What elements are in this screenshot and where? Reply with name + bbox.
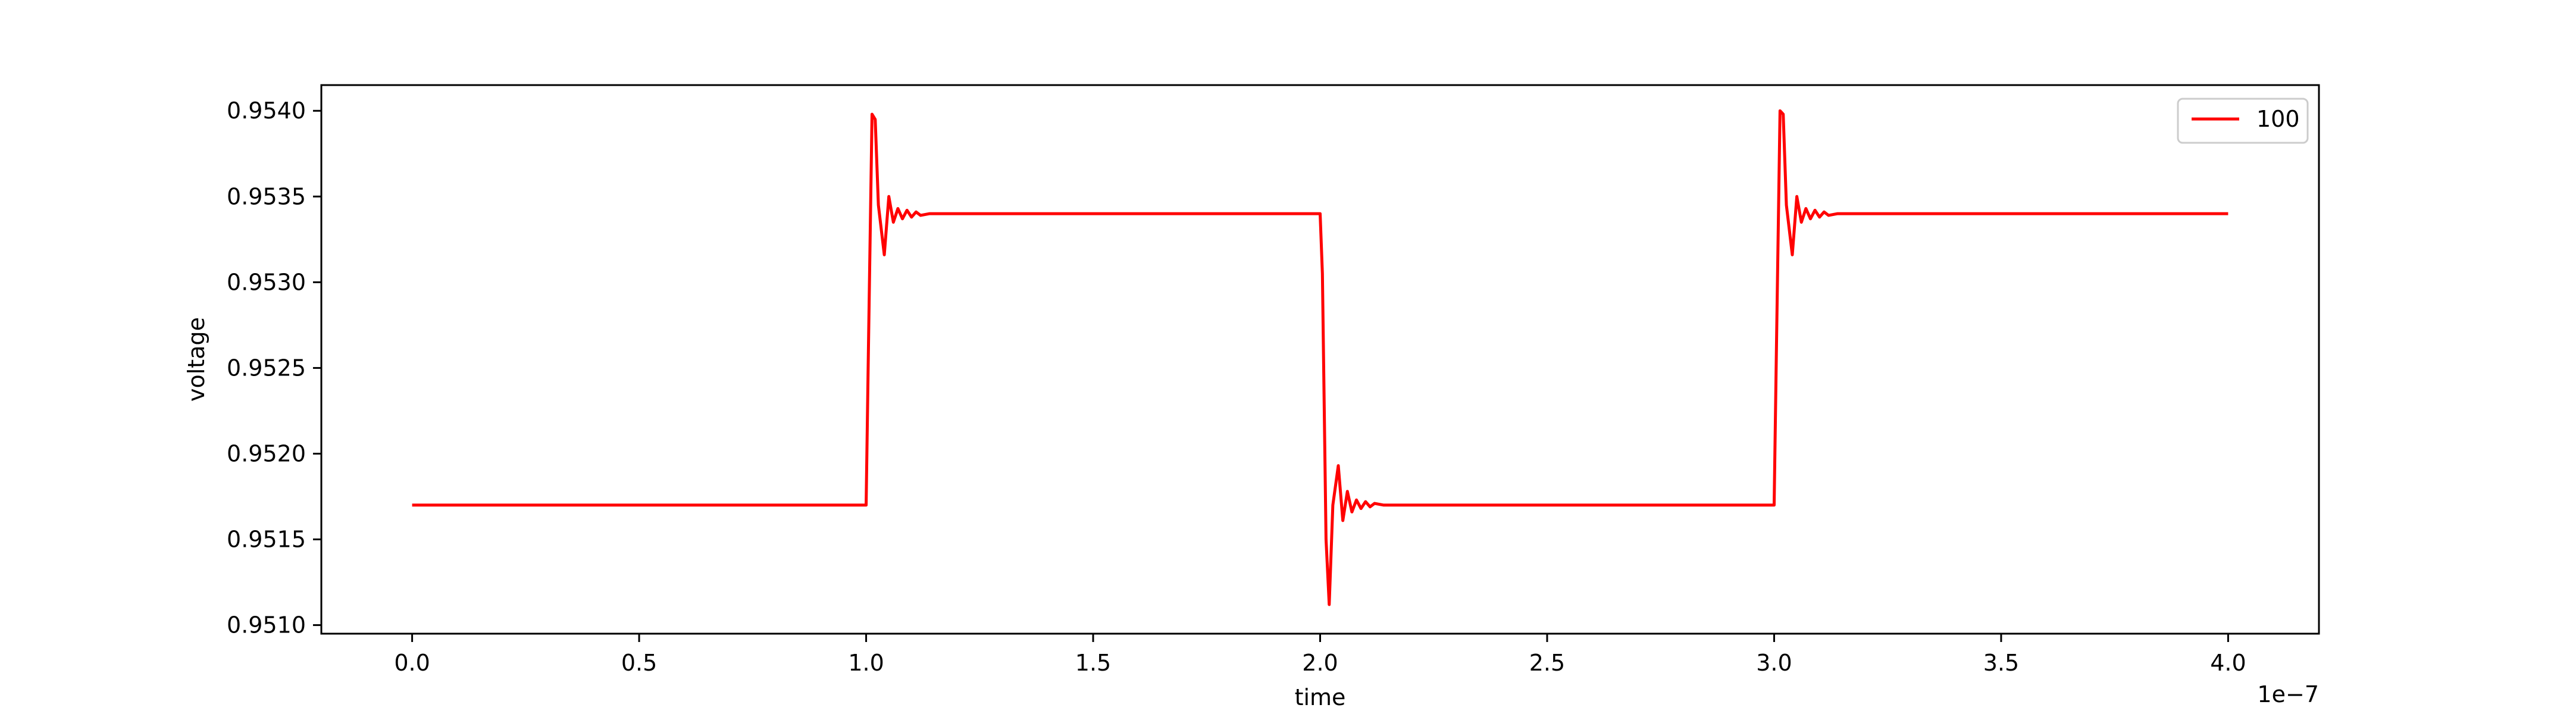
x-axis-label: time bbox=[1295, 684, 1346, 710]
y-axis-label: voltage bbox=[183, 317, 209, 402]
y-tick-label: 0.9530 bbox=[227, 269, 306, 295]
x-tick-label: 0.0 bbox=[394, 650, 430, 676]
x-tick-label: 1.5 bbox=[1075, 650, 1111, 676]
x-tick-label: 2.0 bbox=[1302, 650, 1338, 676]
y-tick-label: 0.9525 bbox=[227, 355, 306, 381]
x-tick-label: 3.0 bbox=[1756, 650, 1792, 676]
y-tick-label: 0.9520 bbox=[227, 440, 306, 466]
x-tick-label: 1.0 bbox=[848, 650, 884, 676]
y-tick-label: 0.9515 bbox=[227, 527, 306, 553]
y-tick-label: 0.9540 bbox=[227, 98, 306, 124]
legend: 100 bbox=[2177, 98, 2309, 144]
plot-layer bbox=[412, 109, 2228, 606]
legend-label: 100 bbox=[2256, 106, 2300, 132]
legend-box bbox=[2177, 98, 2309, 144]
x-tick-label: 0.5 bbox=[621, 650, 657, 676]
x-tick-label: 4.0 bbox=[2210, 650, 2246, 676]
y-tick-label: 0.9510 bbox=[227, 612, 306, 638]
x-tick-label: 2.5 bbox=[1529, 650, 1565, 676]
series-line-100 bbox=[412, 109, 2228, 606]
y-tick-label: 0.9535 bbox=[227, 183, 306, 209]
x-axis-ticks: 0.0 0.5 1.0 1.5 2.0 2.5 3.0 3.5 4.0 bbox=[394, 634, 2246, 676]
x-axis-offset-text: 1e−7 bbox=[2257, 681, 2319, 707]
x-tick-label: 3.5 bbox=[1983, 650, 2019, 676]
y-axis-ticks: 0.9510 0.9515 0.9520 0.9525 0.9530 0.9535 0.95… bbox=[227, 98, 321, 638]
